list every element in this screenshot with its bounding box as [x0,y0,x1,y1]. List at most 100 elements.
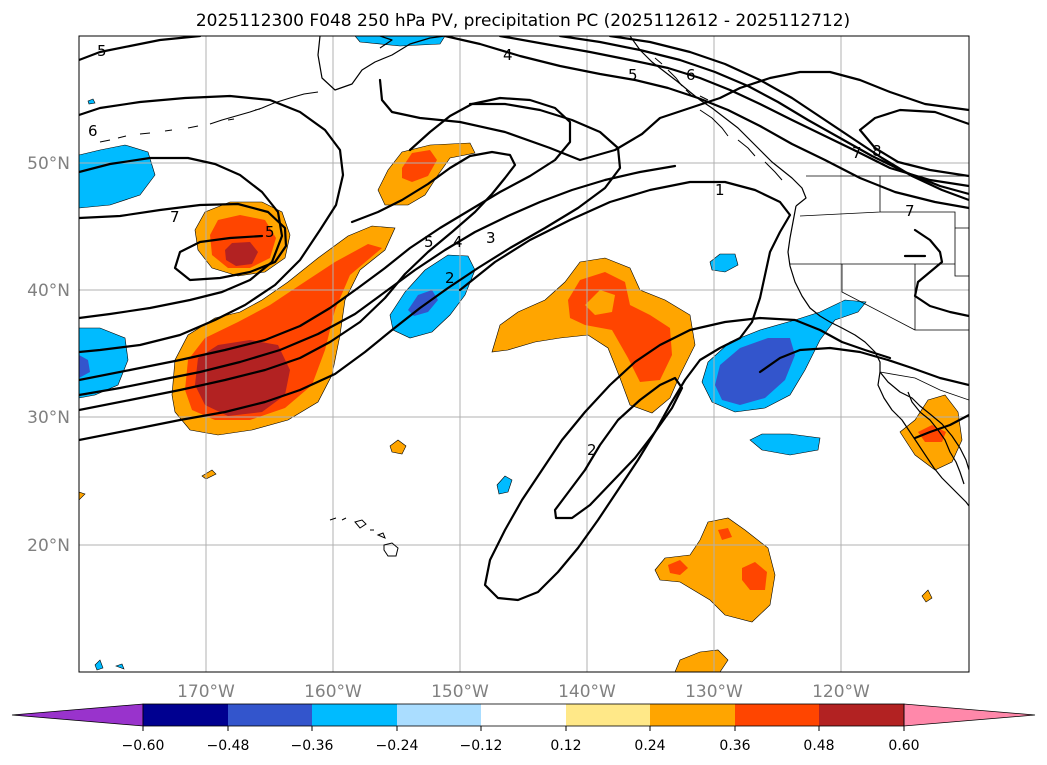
pv-contour-north-6 [498,36,969,188]
precip-blob-southeast-36a [742,562,767,590]
pv-contour-east-edge [903,228,969,318]
contour-label: 5 [628,66,638,84]
pv-contour-west-5 [79,36,202,62]
coast-alaska [317,36,446,91]
colorbar-frame [142,703,905,727]
precip-neg-dot-1 [709,253,739,273]
precip-blob-155w-36 [402,150,437,182]
colorbar-segment [735,704,819,726]
political-borders [790,175,969,401]
lon-label-120w: 120°W [812,682,870,702]
contour-label: 5 [97,42,107,60]
pv-contour-north-5 [443,36,969,210]
colorbar-segment [228,704,312,726]
colorbar: −0.60 −0.48 −0.36 −0.24 −0.12 0.12 0.24 … [11,703,1036,754]
lon-label-140w: 140°W [558,682,616,702]
pv-contour-southeast [758,346,969,387]
contour-label: 4 [453,233,463,251]
precip-dot-3 [921,589,933,603]
longitude-labels: 170°W 160°W 150°W 140°W 130°W 120°W [177,682,870,702]
colorbar-segment [650,704,735,726]
pv-contour-central-5 [79,150,517,412]
precip-neg-dot-4 [94,659,104,671]
colorbar-ticks [142,726,905,731]
precip-neg-150w-36 [408,290,438,316]
precip-neg-dot-6 [87,98,96,105]
coast-north-america-west [787,205,969,471]
contour-label: 6 [686,66,696,84]
lon-label-160w: 160°W [304,682,362,702]
colorbar-tick-label: 0.48 [803,738,834,754]
coast-bc-islands [654,57,783,181]
lon-label-150w: 150°W [431,682,489,702]
pv-contour-north-8 [608,36,969,202]
precip-blob-165w-48 [225,242,258,266]
precip-neg-dot-3 [496,475,513,495]
pv-contour-1 [458,180,892,602]
contour-label: 5 [424,233,434,251]
colorbar-segment [143,704,228,726]
colorbar-tick-label: −0.60 [122,738,165,754]
border-us-mexico [879,371,969,401]
lat-label-50n: 50°N [27,154,70,174]
graticule [79,36,969,672]
coast-baja [877,371,969,507]
precip-blob-bottom [674,649,729,672]
colorbar-tick-label: −0.36 [291,738,334,754]
contour-label: 4 [503,46,513,64]
precip-neg-west-edge-33n-36 [79,355,90,378]
contour-label: 7 [905,202,915,220]
precip-neg-127w-36 [715,338,795,405]
pv-contour-west-5b [79,202,288,282]
precip-band-west-48 [195,340,290,416]
pv-contours [79,36,969,602]
colorbar-tick-label: −0.12 [460,738,503,754]
colorbar-segment [819,704,904,726]
lat-label-20n: 20°N [27,536,70,556]
pv-contour-southeast-b [913,413,969,440]
pv-contour-2-south [553,376,684,520]
map-panel: 5 4 6 5 6 7 7 8 7 5 5 4 3 2 1 2 [78,35,970,673]
colorbar-tick-label: 0.36 [719,738,750,754]
pv-contour-central-3 [79,102,622,442]
colorbar-tick-label: 0.24 [634,738,665,754]
contour-label: 2 [445,269,455,287]
map-frame [78,35,970,673]
contour-label: 2 [587,441,597,459]
contour-label: 7 [852,144,862,162]
precip-blob-southeast-36c [718,528,732,540]
coast-gulf-california [907,391,965,485]
pv-contour-central-2 [79,164,677,397]
colorbar-tick-label: −0.48 [207,738,250,754]
precip-neg-dot-2 [749,433,821,456]
hawaii-islands [329,517,399,557]
coastlines [99,36,969,557]
precip-dot-4 [79,491,86,501]
contour-label: 8 [872,142,882,160]
latitude-labels: 50°N 40°N 30°N 20°N [27,154,70,556]
precip-neg-dot-5 [115,663,125,670]
precip-blob-southeast-36b [668,560,688,575]
contour-label: 1 [715,181,725,199]
contour-label: 6 [88,122,98,140]
lat-label-40n: 40°N [27,281,70,301]
border-states [790,176,969,331]
contour-labels: 5 4 6 5 6 7 7 8 7 5 5 4 3 2 1 2 [88,42,915,459]
contour-label: 7 [170,208,180,226]
pv-contour-central-4 [79,96,572,382]
lat-label-30n: 30°N [27,408,70,428]
colorbar-extend-low [11,703,144,727]
lon-label-170w: 170°W [177,682,235,702]
colorbar-tick-label: 0.60 [888,738,919,754]
pv-contour-north-4 [378,70,969,162]
contour-label: 3 [486,229,496,247]
precip-blob-central-24 [585,290,615,315]
colorbar-segment [481,704,566,726]
colorbar-tick-label: −0.24 [376,738,419,754]
colorbar-segment [312,704,397,726]
lon-label-130w: 130°W [685,682,743,702]
contour-label: 5 [265,223,275,241]
pv-contour-west-6 [79,94,345,354]
precip-blob-southeast [654,517,776,623]
